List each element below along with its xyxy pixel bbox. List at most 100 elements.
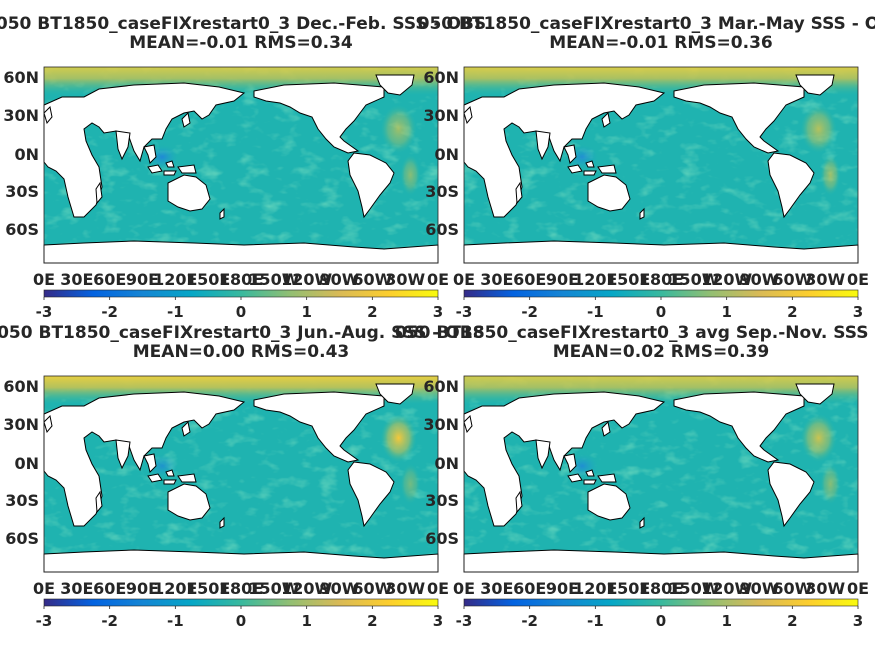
map-frame [43, 66, 439, 264]
x-tick-label: 90E [126, 579, 159, 598]
panel-title: 050 BT1850_caseFIXrestart0_3 Jun.-Aug. S… [0, 323, 485, 343]
x-tick-label: 30E [60, 270, 93, 289]
colorbar-tick-label: 1 [301, 612, 311, 630]
x-tick-label: 30W [805, 579, 845, 598]
panel-title: 050 BT1850_caseFIXrestart0_3 Dec.-Feb. S… [0, 14, 486, 34]
colorbar [43, 598, 439, 607]
x-tick-label: 90W [740, 579, 780, 598]
colorbar-tick-label: -2 [521, 303, 538, 321]
x-tick-label: 60E [513, 270, 546, 289]
y-tick-label: 30N [423, 415, 459, 434]
colorbar-tick-label: 0 [236, 612, 246, 630]
y-tick-label: 60S [425, 529, 459, 548]
amazon-plume-anomaly [400, 464, 421, 504]
colorbar [43, 289, 439, 298]
y-tick-label: 30N [3, 415, 39, 434]
y-tick-label: 60N [423, 68, 459, 87]
gulf-stream-anomaly [380, 414, 417, 462]
colorbar-tick-label: -3 [456, 612, 473, 630]
colorbar-tick-label: -2 [101, 612, 118, 630]
map-panel-2: 050 BT1850_caseFIXrestart0_3 Mar.-May SS… [418, 14, 875, 321]
x-tick-label: 120E [153, 270, 197, 289]
x-tick-label: 180E [639, 270, 683, 289]
y-tick-label: 0N [434, 145, 459, 164]
y-tick-label: 30S [5, 491, 39, 510]
x-tick-label: 120W [281, 270, 332, 289]
colorbar-tick-label: -3 [36, 612, 53, 630]
gulf-stream-anomaly [800, 414, 837, 462]
x-tick-label: 90E [126, 270, 159, 289]
colorbar-tick-label: -1 [587, 612, 604, 630]
x-tick-label: 120W [701, 579, 752, 598]
map-frame [463, 375, 859, 573]
y-tick-label: 30N [423, 106, 459, 125]
y-tick-label: 30N [3, 106, 39, 125]
colorbar-tick-label: -3 [456, 303, 473, 321]
y-tick-label: 30S [425, 491, 459, 510]
x-tick-label: 0E [847, 579, 869, 598]
x-tick-label: 0E [847, 270, 869, 289]
x-tick-label: 0E [453, 579, 475, 598]
y-tick-label: 30S [425, 182, 459, 201]
x-tick-label: 60E [93, 579, 126, 598]
colorbar-tick-label: -1 [587, 303, 604, 321]
map-frame [43, 375, 439, 573]
x-tick-label: 90E [546, 270, 579, 289]
colorbar-tick-label: 1 [721, 303, 731, 321]
colorbar-tick-label: -1 [167, 303, 184, 321]
x-tick-label: 120W [281, 579, 332, 598]
x-tick-label: 150E [606, 579, 650, 598]
x-tick-label: 30E [480, 270, 513, 289]
colorbar-tick-label: 0 [656, 303, 666, 321]
y-tick-label: 0N [14, 145, 39, 164]
y-tick-label: 30S [5, 182, 39, 201]
amazon-plume-anomaly [820, 464, 841, 504]
x-tick-label: 90W [740, 270, 780, 289]
amazon-plume-anomaly [820, 155, 841, 195]
x-tick-label: 180E [219, 579, 263, 598]
x-tick-label: 60E [93, 270, 126, 289]
panel-title: 050 BT1850_caseFIXrestart0_3 avg Sep.-No… [395, 323, 875, 343]
colorbar-tick-label: 0 [236, 303, 246, 321]
x-tick-label: 150W [248, 270, 299, 289]
x-tick-label: 90E [546, 579, 579, 598]
gulf-stream-anomaly [800, 105, 837, 153]
x-tick-label: 180E [219, 270, 263, 289]
colorbar-tick-label: 1 [721, 612, 731, 630]
panel-stats: MEAN=-0.01 RMS=0.34 [129, 33, 353, 53]
x-tick-label: 150E [186, 270, 230, 289]
x-tick-label: 60E [513, 579, 546, 598]
map-frame [463, 66, 859, 264]
x-tick-label: 30W [385, 579, 425, 598]
x-tick-label: 150W [668, 270, 719, 289]
x-tick-label: 60W [772, 270, 812, 289]
colorbar-tick-label: 2 [367, 303, 377, 321]
map-panel-4: 050 BT1850_caseFIXrestart0_3 avg Sep.-No… [395, 323, 875, 630]
colorbar-tick-label: 2 [787, 303, 797, 321]
x-tick-label: 120E [153, 579, 197, 598]
colorbar-tick-label: 3 [433, 303, 443, 321]
y-tick-label: 60S [5, 529, 39, 548]
x-tick-label: 30W [805, 270, 845, 289]
map-panel-3: 050 BT1850_caseFIXrestart0_3 Jun.-Aug. S… [0, 323, 485, 630]
y-tick-label: 60N [3, 68, 39, 87]
gulf-stream-anomaly [380, 105, 417, 153]
y-tick-label: 0N [434, 454, 459, 473]
x-tick-label: 60W [772, 579, 812, 598]
x-tick-label: 150E [606, 270, 650, 289]
colorbar-tick-label: 0 [656, 612, 666, 630]
x-tick-label: 90W [320, 270, 360, 289]
x-tick-label: 90W [320, 579, 360, 598]
x-tick-label: 120W [701, 270, 752, 289]
x-tick-label: 60W [352, 579, 392, 598]
x-tick-label: 0E [427, 579, 449, 598]
x-tick-label: 30E [60, 579, 93, 598]
x-tick-label: 30E [480, 579, 513, 598]
amazon-plume-anomaly [400, 155, 421, 195]
y-tick-label: 60N [3, 377, 39, 396]
x-tick-label: 60W [352, 270, 392, 289]
x-tick-label: 0E [453, 270, 475, 289]
y-tick-label: 60N [423, 377, 459, 396]
colorbar-tick-label: 1 [301, 303, 311, 321]
